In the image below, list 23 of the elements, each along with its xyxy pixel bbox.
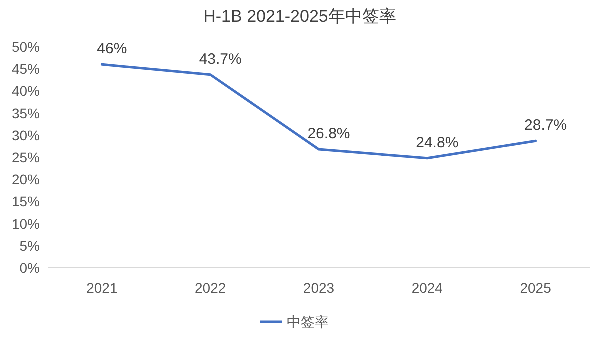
chart-title: H-1B 2021-2025年中签率 <box>204 7 396 26</box>
y-tick-label: 0% <box>20 260 40 276</box>
y-tick-label: 40% <box>12 83 40 100</box>
x-tick-label: 2025 <box>520 280 552 296</box>
data-label: 46% <box>97 40 128 58</box>
y-tick-label: 15% <box>12 194 40 210</box>
legend-label: 中签率 <box>287 314 329 330</box>
x-tick-label: 2022 <box>195 280 226 296</box>
y-tick-label: 20% <box>12 172 40 188</box>
data-label: 43.7% <box>199 50 242 68</box>
data-label: 28.7% <box>524 117 568 134</box>
y-tick-label: 35% <box>12 105 40 122</box>
data-label: 26.8% <box>308 126 350 143</box>
y-tick-label: 25% <box>12 150 40 166</box>
x-tick-label: 2023 <box>303 280 335 296</box>
x-tick-label: 2021 <box>86 280 118 296</box>
y-tick-label: 30% <box>12 127 40 144</box>
x-tick-label: 2024 <box>412 280 444 296</box>
y-tick-label: 45% <box>12 61 40 78</box>
y-tick-label: 50% <box>12 39 40 55</box>
y-tick-label: 10% <box>12 216 40 232</box>
y-tick-label: 5% <box>20 238 40 254</box>
data-label: 24.8% <box>416 134 459 152</box>
